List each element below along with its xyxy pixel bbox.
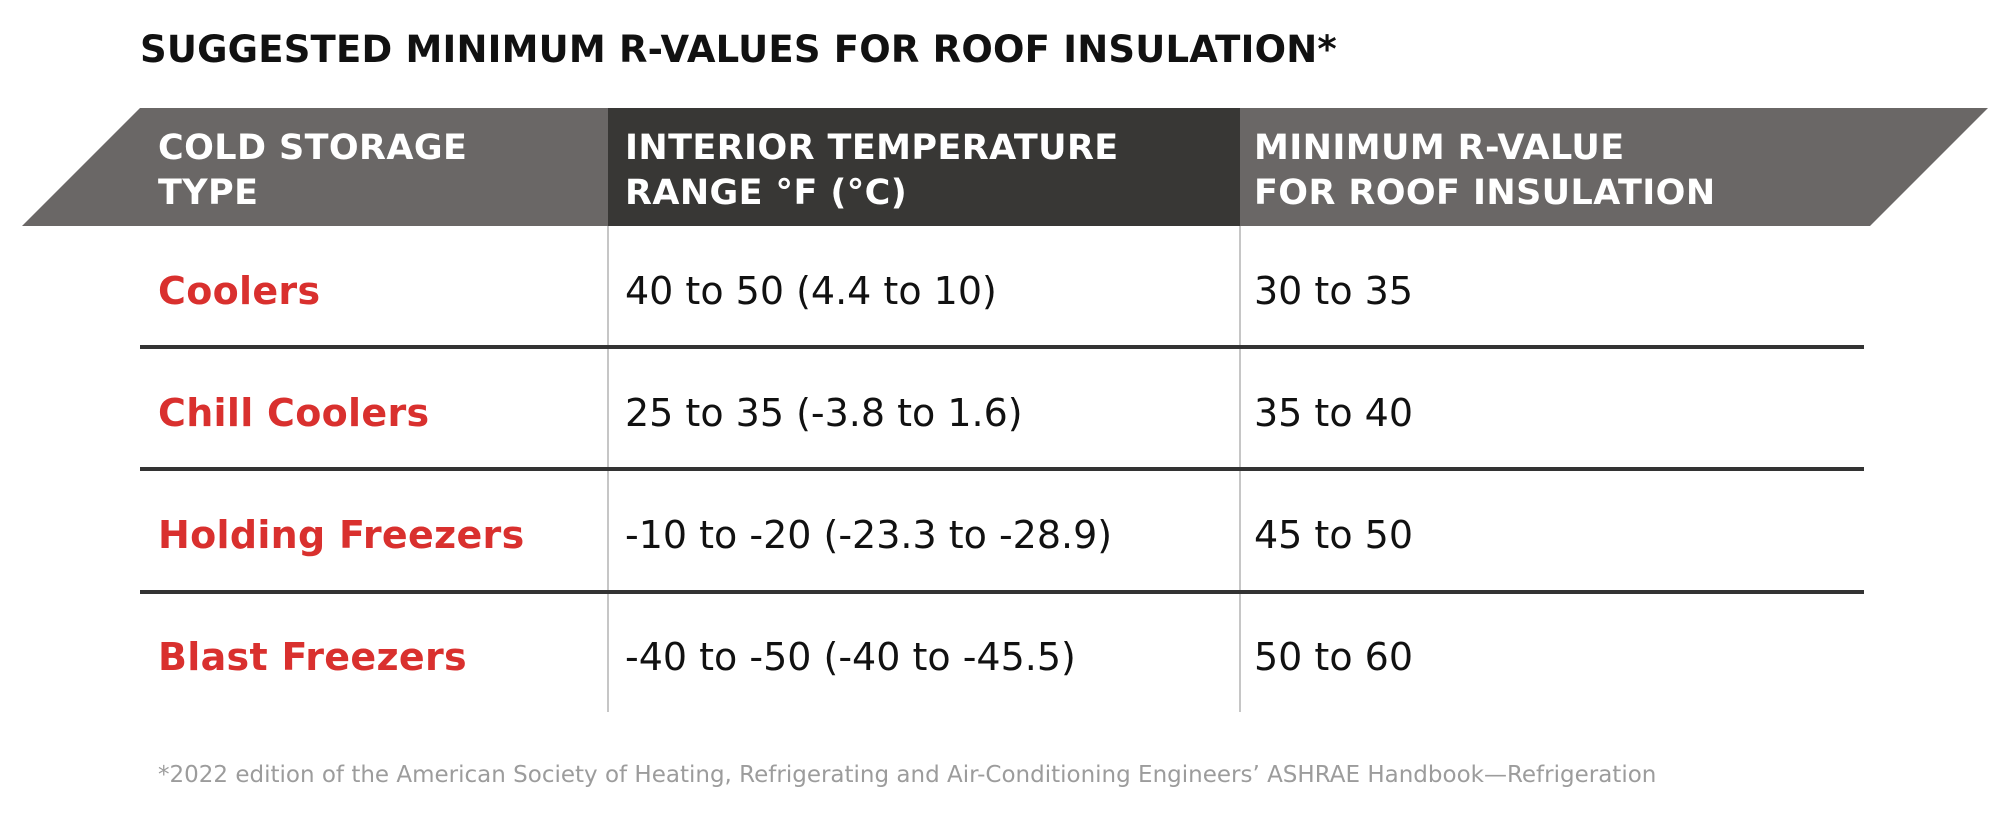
cell-storage-type: Coolers (158, 269, 321, 313)
cell-r-value: 50 to 60 (1254, 635, 1414, 679)
cell-temperature-range: -10 to -20 (-23.3 to -28.9) (625, 513, 1113, 557)
header-line: RANGE °F (°C) (625, 173, 908, 213)
header-line: MINIMUM R-VALUE (1254, 128, 1625, 168)
cell-storage-type: Holding Freezers (158, 513, 525, 557)
cell-temperature-range: -40 to -50 (-40 to -45.5) (625, 635, 1076, 679)
cell-temperature-range: 25 to 35 (-3.8 to 1.6) (625, 391, 1023, 435)
cell-r-value: 30 to 35 (1254, 269, 1414, 313)
header-interior-temperature: INTERIOR TEMPERATURE RANGE °F (°C) (625, 126, 1119, 216)
cell-temperature-range: 40 to 50 (4.4 to 10) (625, 269, 997, 313)
cell-r-value: 35 to 40 (1254, 391, 1414, 435)
cell-r-value: 45 to 50 (1254, 513, 1414, 557)
header-minimum-r-value: MINIMUM R-VALUE FOR ROOF INSULATION (1254, 126, 1716, 216)
header-line: INTERIOR TEMPERATURE (625, 128, 1119, 168)
row-divider (140, 590, 1864, 594)
cell-storage-type: Chill Coolers (158, 391, 430, 435)
header-line: FOR ROOF INSULATION (1254, 173, 1716, 213)
header-cold-storage-type: COLD STORAGE TYPE (158, 126, 467, 216)
table-title: SUGGESTED MINIMUM R-VALUES FOR ROOF INSU… (140, 28, 1337, 71)
row-divider (140, 467, 1864, 471)
header-line: COLD STORAGE (158, 128, 468, 168)
header-line: TYPE (158, 173, 259, 213)
table-footnote: *2022 edition of the American Society of… (158, 762, 1657, 788)
row-divider (140, 345, 1864, 349)
header-band-dark (608, 108, 1240, 226)
cell-storage-type: Blast Freezers (158, 635, 467, 679)
